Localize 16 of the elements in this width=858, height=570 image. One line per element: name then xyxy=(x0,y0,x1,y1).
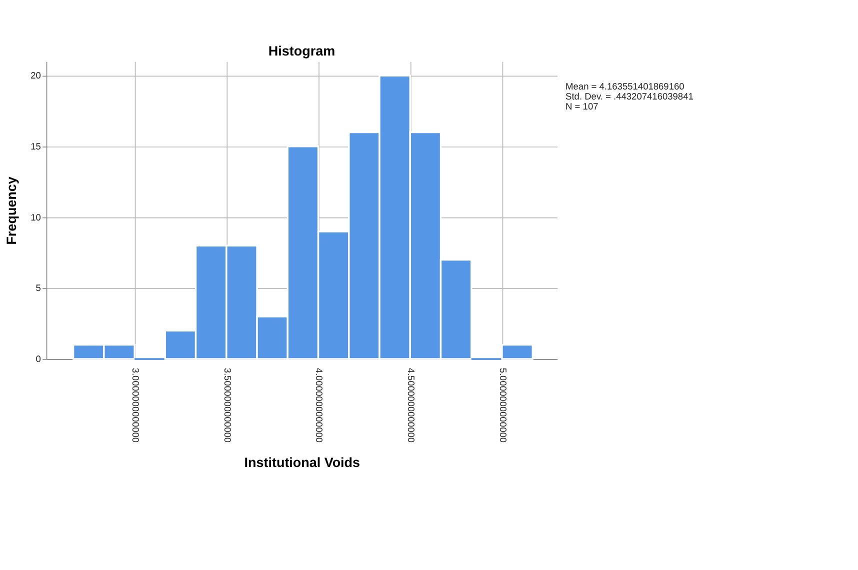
y-axis-title: Frequency xyxy=(4,176,20,245)
y-tick-label: 15 xyxy=(30,141,41,152)
y-tick-label: 0 xyxy=(36,354,41,364)
text: Std. Dev. = .443207416039841 xyxy=(566,91,694,102)
x-tick-label: 4.0000000000000 xyxy=(314,368,324,443)
x-tick-label: 4.5000000000000 xyxy=(406,368,416,443)
x-axis-title: Institutional Voids xyxy=(244,455,360,470)
x-tick-label: 5.0000000000000 xyxy=(498,368,508,443)
text: Mean = 4.163551401869160 xyxy=(566,81,684,92)
text: N = 107 xyxy=(566,102,598,112)
y-tick-label: 5 xyxy=(36,283,41,294)
x-tick-label: 3.5000000000000 xyxy=(222,368,232,443)
chart-title: Histogram xyxy=(268,44,336,59)
y-tick-label: 20 xyxy=(30,70,41,81)
y-tick-label: 10 xyxy=(30,212,41,222)
x-tick-label: 3.0000000000000 xyxy=(130,368,140,443)
